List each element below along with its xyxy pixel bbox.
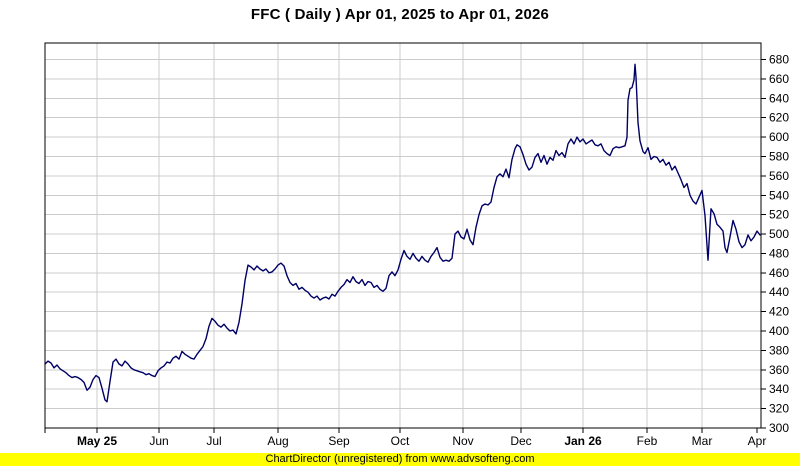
x-tick-label: May 25 [77, 434, 117, 448]
x-tick-label: Nov [452, 434, 473, 448]
y-tick-label: 620 [769, 111, 789, 125]
x-tick-label: Sep [328, 434, 350, 448]
y-tick-label: 340 [769, 382, 789, 396]
y-tick-label: 580 [769, 149, 789, 163]
y-tick-label: 640 [769, 91, 789, 105]
plot-border [44, 42, 762, 429]
x-tick-label: Oct [391, 434, 410, 448]
chart-title: FFC ( Daily ) Apr 01, 2025 to Apr 01, 20… [250, 6, 550, 23]
x-tick-label: Dec [510, 434, 531, 448]
y-tick-label: 600 [769, 130, 789, 144]
y-tick-label: 560 [769, 169, 789, 183]
y-tick-label: 360 [769, 363, 789, 377]
y-tick-label: 680 [769, 52, 789, 66]
y-tick-label: 660 [769, 72, 789, 86]
y-tick-label: 480 [769, 246, 789, 260]
x-tick-label: Apr [748, 434, 767, 448]
y-tick-label: 300 [769, 421, 789, 435]
y-tick-label: 440 [769, 285, 789, 299]
y-tick-label: 500 [769, 227, 789, 241]
x-tick-label: Aug [267, 434, 288, 448]
y-tick-label: 400 [769, 324, 789, 338]
y-tick-label: 520 [769, 208, 789, 222]
x-tick-label: Feb [637, 434, 658, 448]
y-tick-label: 320 [769, 402, 789, 416]
x-tick-label: Jan 26 [564, 434, 602, 448]
x-tick-label: Jun [149, 434, 168, 448]
footer-text: ChartDirector (unregistered) from www.ad… [265, 453, 535, 465]
y-tick-label: 540 [769, 188, 789, 202]
footer-banner: ChartDirector (unregistered) from www.ad… [0, 453, 800, 466]
y-tick-label: 420 [769, 305, 789, 319]
price-line [44, 63, 761, 403]
x-tick-label: Jul [206, 434, 221, 448]
y-tick-label: 380 [769, 343, 789, 357]
price-chart-plot: 300 320 340 360 380 400 420 440 460 480 500 520 540 5… [44, 42, 789, 448]
y-tick-label: 460 [769, 266, 789, 280]
x-tick-label: Mar [692, 434, 713, 448]
